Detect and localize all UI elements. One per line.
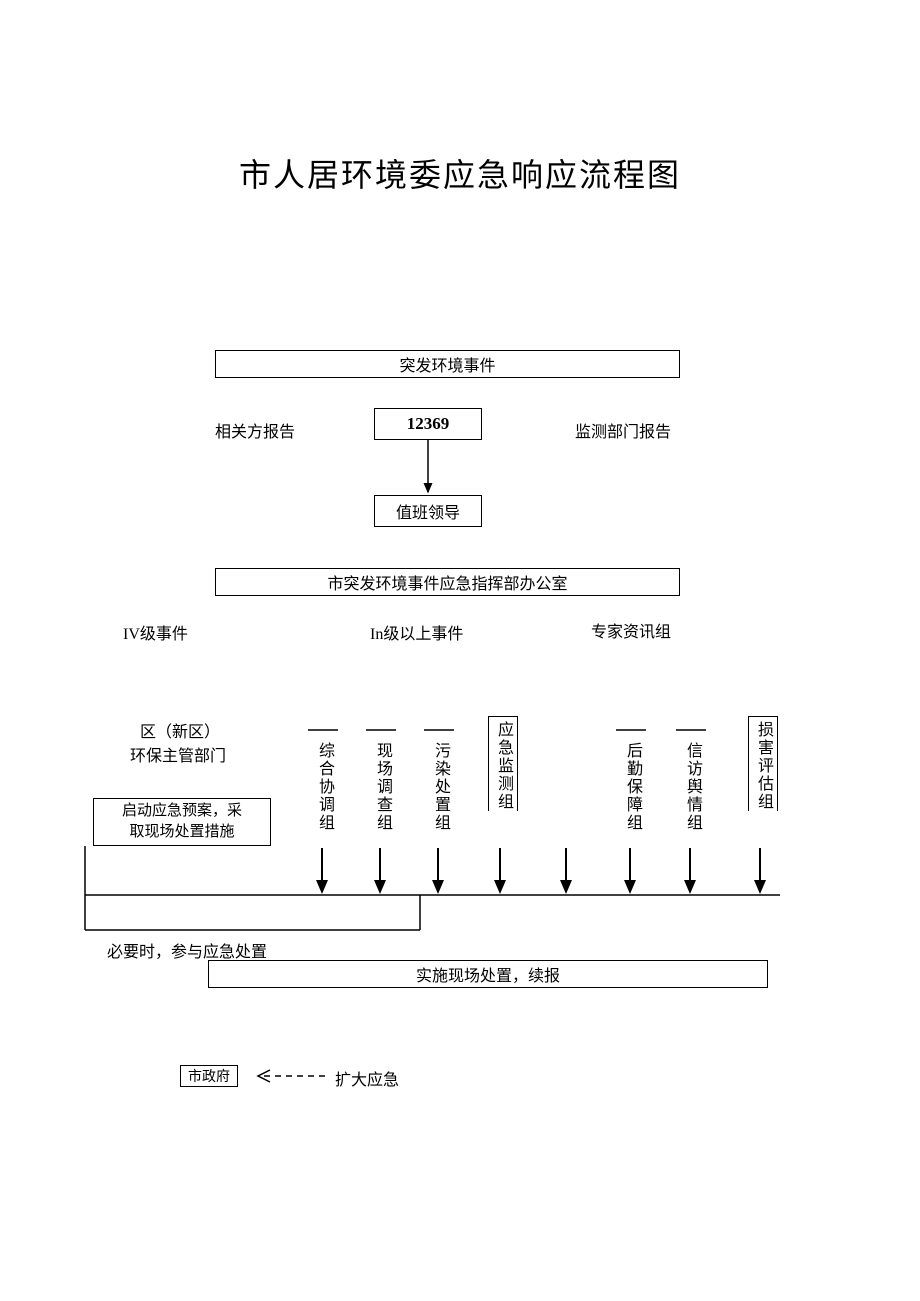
- node-event: 突发环境事件: [215, 350, 680, 378]
- group-pollution: 污染处置组: [428, 742, 452, 832]
- page-title: 市人居环境委应急响应流程图: [0, 150, 920, 196]
- flowchart-page: 市人居环境委应急响应流程图 突发环境事件 相关方报告 监测部门报告 12369 …: [0, 0, 920, 1301]
- group-monitoring: 应急监测组: [488, 716, 518, 811]
- label-district-line1: 区（新区）: [140, 718, 220, 742]
- label-expand-emergency: 扩大应急: [335, 1066, 399, 1090]
- node-hotline: 12369: [374, 408, 482, 440]
- group-damage-assessment: 损害评估组: [748, 716, 778, 811]
- node-implement: 实施现场处置，续报: [208, 960, 768, 988]
- label-level-iv: IV级事件: [123, 620, 188, 644]
- group-comprehensive: 综合协调组: [312, 742, 336, 832]
- label-participate: 必要时，参与应急处置: [107, 938, 267, 962]
- label-right-report: 监测部门报告: [575, 418, 671, 442]
- node-office: 市突发环境事件应急指挥部办公室: [215, 568, 680, 596]
- label-district-line2: 环保主管部门: [130, 742, 226, 766]
- plan-line1: 启动应急预案，采: [122, 801, 242, 822]
- group-logistics: 后勤保障组: [620, 742, 644, 832]
- label-left-report: 相关方报告: [215, 418, 295, 442]
- node-start-plan: 启动应急预案，采 取现场处置措施: [93, 798, 271, 846]
- label-expert-group: 专家资讯组: [591, 618, 671, 642]
- label-level-iii-plus: In级以上事件: [370, 620, 463, 644]
- group-investigation: 现场调查组: [370, 742, 394, 832]
- node-duty-leader: 值班领导: [374, 495, 482, 527]
- plan-line2: 取现场处置措施: [129, 822, 234, 843]
- group-petition: 信访舆情组: [680, 742, 704, 832]
- node-city-gov: 市政府: [180, 1065, 238, 1087]
